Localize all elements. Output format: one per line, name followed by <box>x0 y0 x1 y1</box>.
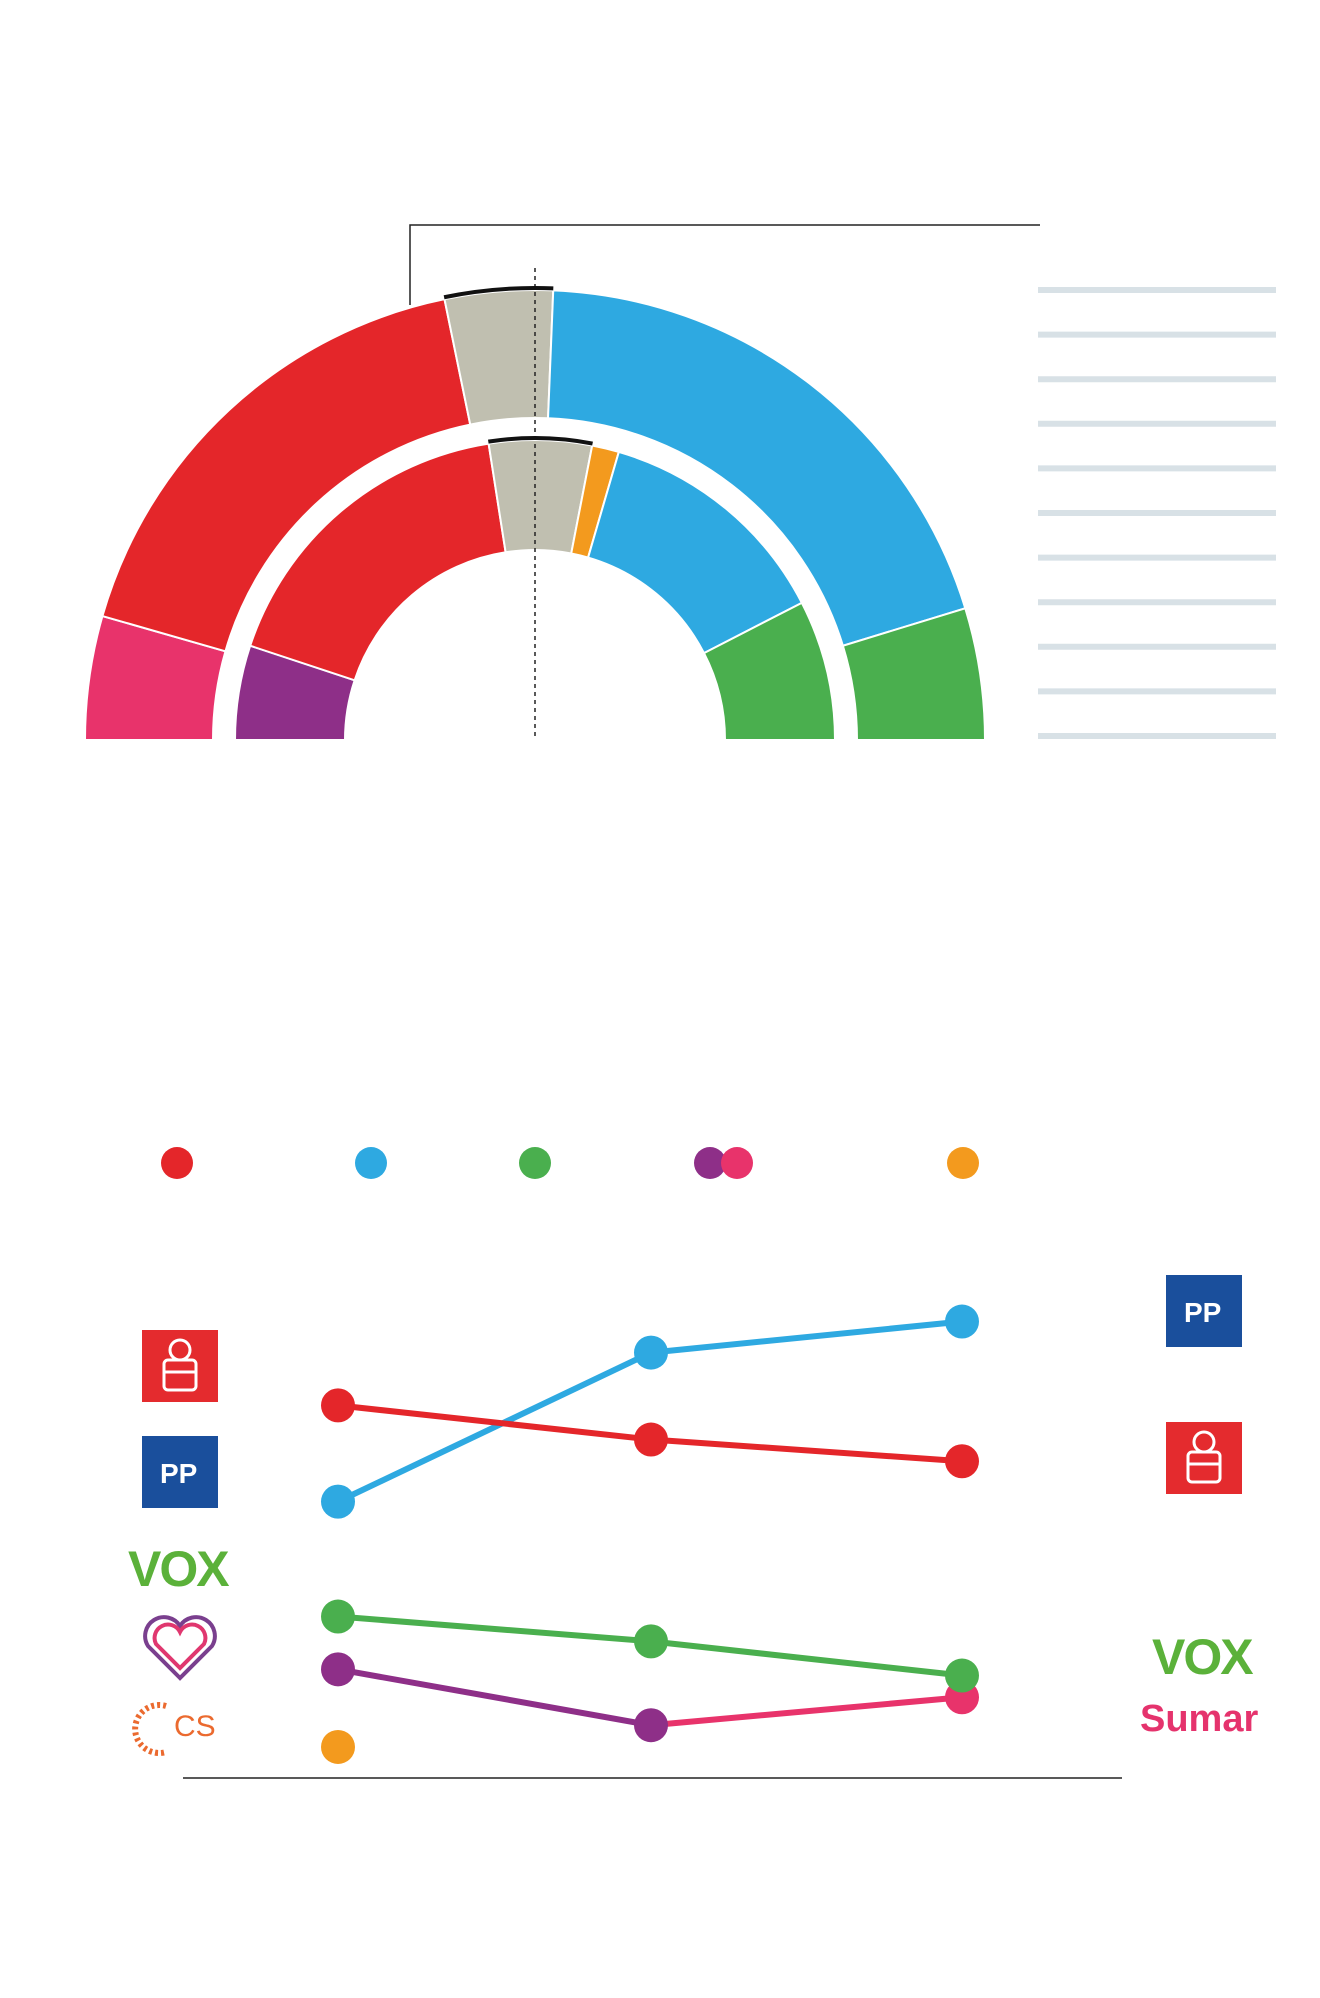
legend-dot-sumar <box>721 1147 753 1179</box>
series-line-pp <box>336 1349 653 1505</box>
data-point-pp <box>634 1335 668 1370</box>
callout-line <box>409 224 1040 305</box>
seat-slice-vox <box>841 607 987 741</box>
data-point-pp <box>945 1304 979 1339</box>
data-point-vox <box>634 1624 668 1659</box>
data-point-pp <box>321 1484 355 1519</box>
cs-logo-left: CS <box>132 1698 232 1760</box>
data-point-psoe <box>321 1388 355 1423</box>
legend-dot-pp <box>355 1147 387 1179</box>
data-point-psoe <box>945 1444 979 1479</box>
data-point-podemos <box>321 1652 355 1687</box>
pp-logo-right: PP <box>1166 1275 1242 1347</box>
pp-logo-left: PP <box>142 1436 218 1508</box>
hemicycle-outer-ring <box>83 289 987 741</box>
data-point-vox <box>945 1658 979 1693</box>
other-highlight-arc <box>443 286 554 300</box>
vox-logo-left: VOX <box>128 1541 230 1597</box>
series-line-podemos <box>337 1666 652 1729</box>
psoe-logo-right <box>1166 1422 1242 1494</box>
data-point-cs <box>321 1729 355 1764</box>
seat-slice-pp <box>547 289 967 647</box>
pp-logo-text: PP <box>160 1458 198 1489</box>
hemicycle-annotations <box>409 224 1040 740</box>
sumar-logo-right: Sumar <box>1140 1698 1259 1740</box>
psoe-logo-left <box>142 1330 218 1402</box>
podemos-logo-left <box>140 1612 220 1684</box>
legend-dot-vox <box>519 1147 551 1179</box>
series-line-psoe <box>337 1402 652 1443</box>
cs-logo-text: CS <box>174 1710 216 1743</box>
cs-ray-icon <box>132 1702 167 1756</box>
data-point-vox <box>321 1599 355 1634</box>
rose-fist-icon <box>1186 1430 1222 1484</box>
other-highlight-arc <box>487 436 593 446</box>
data-point-psoe <box>634 1422 668 1457</box>
legend-dot-psoe <box>161 1147 193 1179</box>
legend-dot-cs <box>947 1147 979 1179</box>
hemicycle-inner-ring <box>233 439 837 741</box>
series-line-vox <box>650 1638 963 1679</box>
series-line-psoe <box>650 1436 963 1465</box>
data-point-podemos <box>634 1708 668 1743</box>
line-chart <box>321 1304 979 1764</box>
rose-fist-icon <box>162 1338 198 1392</box>
series-line-sumar <box>650 1694 963 1729</box>
seat-slice-vox <box>702 601 837 741</box>
legend-dots <box>161 1147 979 1179</box>
vox-logo-right: VOX <box>1152 1629 1254 1685</box>
heart-icon <box>143 1615 217 1681</box>
reference-lines <box>1038 287 1276 739</box>
series-line-vox <box>337 1613 652 1645</box>
legend-dot-podemos <box>694 1147 726 1179</box>
pp-logo-text: PP <box>1184 1297 1222 1328</box>
series-line-pp <box>650 1318 963 1356</box>
